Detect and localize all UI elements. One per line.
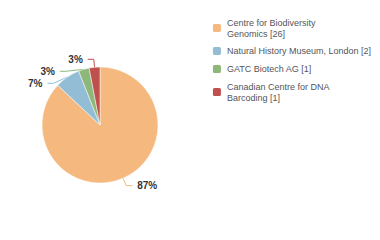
svg-text:Centre for Biodiversity: Centre for Biodiversity: [227, 18, 316, 28]
svg-text:3%: 3%: [68, 54, 83, 65]
svg-text:Genomics [26]: Genomics [26]: [227, 29, 285, 39]
svg-text:Canadian Centre for DNA: Canadian Centre for DNA: [227, 82, 330, 92]
svg-text:GATC Biotech AG [1]: GATC Biotech AG [1]: [227, 64, 311, 74]
svg-text:87%: 87%: [137, 180, 157, 191]
svg-text:Barcoding [1]: Barcoding [1]: [227, 93, 280, 103]
svg-text:3%: 3%: [40, 66, 55, 77]
svg-text:Natural History Museum, London: Natural History Museum, London [2]: [227, 46, 371, 56]
svg-text:7%: 7%: [28, 78, 43, 89]
